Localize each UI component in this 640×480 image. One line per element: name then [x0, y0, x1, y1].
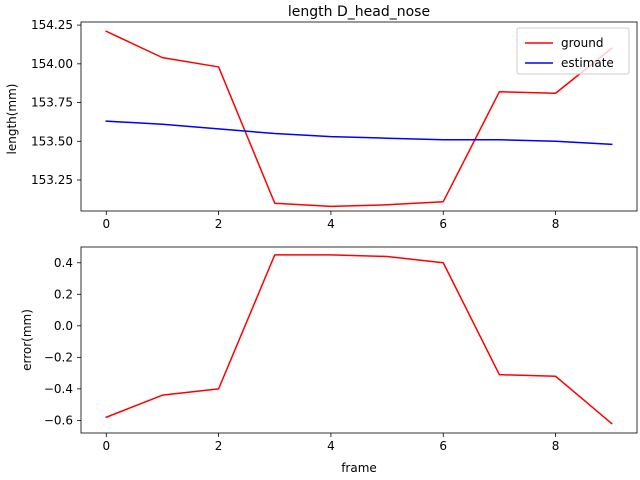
legend-label: estimate	[561, 56, 614, 70]
y-tick-label: 154.00	[31, 57, 73, 71]
x-tick-label: 4	[327, 217, 335, 231]
x-tick-label: 2	[215, 439, 223, 453]
plot-frame	[80, 21, 638, 212]
x-tick-label: 8	[552, 439, 560, 453]
x-tick-label: 0	[102, 439, 110, 453]
length-chart: length D_head_nose length(mm) 0 2 4 6 8 153.2…	[5, 4, 638, 231]
y-tick-label: 153.25	[31, 173, 73, 187]
x-tick-label: 4	[327, 439, 335, 453]
x-tick-label: 6	[439, 217, 447, 231]
plot-frame	[80, 246, 638, 434]
legend: ground estimate	[516, 27, 630, 75]
chart-title: length D_head_nose	[288, 4, 430, 20]
y-axis-title: error(mm)	[20, 309, 34, 371]
y-tick-label: 153.75	[31, 96, 73, 110]
legend-label: ground	[561, 36, 603, 50]
series-line-estimate	[105, 120, 613, 146]
y-tick-label: 0.0	[54, 319, 73, 333]
y-tick-label: −0.2	[44, 350, 73, 364]
y-tick-label: −0.6	[44, 413, 73, 427]
plot-marks	[105, 254, 613, 425]
x-axis-title: frame	[341, 461, 377, 475]
y-tick-label: 154.25	[31, 18, 73, 32]
axis-ticks: 0 2 4 6 8 −0.6 −0.4 −0.2 0.0 0.2 0.4	[44, 256, 560, 453]
x-tick-label: 6	[439, 439, 447, 453]
series-line-ground	[105, 30, 613, 208]
axis-ticks: 0 2 4 6 8 153.25 153.50 153.75 154.00 154.25	[31, 18, 559, 231]
plot-marks	[105, 30, 613, 208]
x-tick-label: 2	[215, 217, 223, 231]
error-chart: frame error(mm) 0 2 4 6 8−0.6−0.4−0.20.00.20…	[20, 246, 638, 475]
y-axis-title: length(mm)	[5, 84, 19, 155]
y-tick-label: 0.4	[54, 256, 73, 270]
y-tick-label: 0.2	[54, 287, 73, 301]
x-tick-label: 0	[102, 217, 110, 231]
y-tick-label: 153.50	[31, 134, 73, 148]
x-tick-label: 8	[552, 217, 560, 231]
series-line-series-0	[105, 254, 613, 425]
y-tick-label: −0.4	[44, 382, 73, 396]
